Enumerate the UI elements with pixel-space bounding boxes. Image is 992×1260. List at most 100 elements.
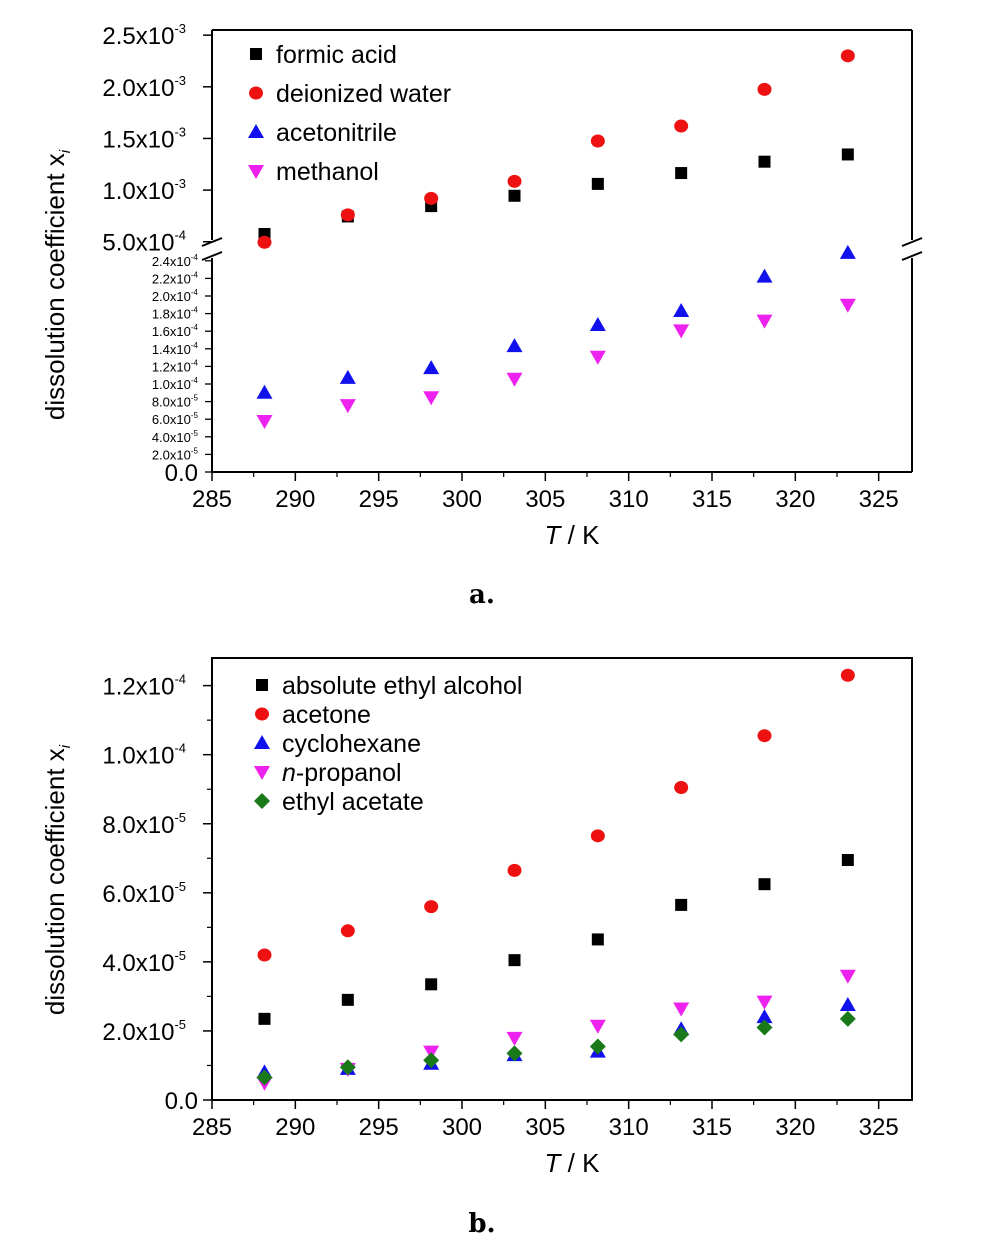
data-point — [339, 1059, 356, 1076]
data-point — [756, 1019, 773, 1036]
y-tick-label: 1.0x10-4 — [152, 376, 199, 392]
y-tick-label: 2.0x10-4 — [152, 288, 199, 304]
x-tick-label: 320 — [775, 486, 815, 513]
y-tick-label: 1.0x10-3 — [102, 176, 186, 205]
data-point — [589, 1038, 606, 1055]
chart-panel-b: 0.0 2.0x10-5 4.0x10-5 6.0x10-5 8.0x10-5 1.0x1… — [40, 657, 913, 1239]
y-tick-label: 1.8x10-4 — [152, 306, 199, 322]
data-point — [589, 317, 606, 332]
chart-panel-a: 5.0x10-4 1.0x10-3 1.5x10-3 2.0x10-3 2.5x10-3… — [40, 21, 923, 610]
x-tick-label: 325 — [859, 1114, 899, 1141]
data-point — [423, 360, 440, 375]
data-point — [674, 119, 689, 133]
y-tick-label: 2.0x10-5 — [102, 1017, 186, 1046]
y-tick-label: 2.4x10-4 — [152, 253, 199, 269]
y-tick-label: 8.0x10-5 — [152, 394, 199, 410]
data-point — [841, 854, 854, 867]
x-tick-label: 295 — [359, 1114, 399, 1141]
y-tick-label: 6.0x10-5 — [102, 879, 186, 908]
data-point — [591, 177, 604, 190]
legend-label: n-propanol — [282, 759, 402, 787]
legend-label: formic acid — [276, 41, 397, 69]
data-point — [756, 268, 773, 283]
legend-label: acetonitrile — [276, 119, 397, 147]
data-point — [339, 369, 356, 384]
x-axis-title: T / K — [545, 520, 601, 550]
data-point — [340, 924, 355, 938]
x-tick-label: 315 — [692, 1114, 732, 1141]
legend-label: ethyl acetate — [282, 788, 424, 816]
y-tick-label: 5.0x10-4 — [102, 228, 186, 257]
data-point — [425, 978, 438, 991]
data-point — [508, 954, 521, 967]
data-point — [673, 324, 690, 339]
x-tick-label: 310 — [609, 1114, 649, 1141]
legend-label: cyclohexane — [282, 730, 421, 758]
y-tick-label: 2.5x10-3 — [102, 21, 186, 50]
legend-label: deionized water — [276, 80, 451, 108]
data-point — [256, 1069, 273, 1086]
data-point — [589, 350, 606, 365]
data-point — [423, 391, 440, 406]
y-tick-label: 1.0x10-4 — [102, 741, 186, 770]
data-point — [339, 399, 356, 414]
data-point — [758, 155, 771, 168]
x-tick-label: 305 — [525, 486, 565, 513]
legend-marker — [249, 86, 263, 100]
legend-marker — [250, 48, 262, 60]
y-axis-title: dissolution coefficient xi — [40, 149, 74, 420]
y-tick-label: 6.0x10-5 — [152, 411, 199, 427]
axis-break-mark — [201, 251, 223, 261]
x-tick-label: 295 — [359, 486, 399, 513]
data-point — [507, 863, 522, 877]
x-tick-label: 300 — [442, 486, 482, 513]
data-point — [589, 1019, 606, 1034]
legend-marker — [254, 766, 270, 780]
x-tick-label: 320 — [775, 1114, 815, 1141]
y-tick-label: 1.2x10-4 — [102, 672, 186, 701]
data-point — [839, 969, 856, 984]
y-axis-title: dissolution coefficient xi — [40, 744, 74, 1015]
x-tick-label: 285 — [192, 486, 232, 513]
data-point — [756, 314, 773, 329]
data-point — [508, 189, 521, 202]
y-tick-label: 1.6x10-4 — [152, 323, 199, 339]
data-point — [256, 414, 273, 429]
legend-marker — [254, 793, 270, 809]
legend-marker — [255, 707, 269, 721]
data-point — [591, 933, 604, 946]
axis-break-mark — [901, 237, 923, 247]
data-point — [340, 208, 355, 222]
y-tick-label: 2.0x10-5 — [152, 446, 199, 462]
data-point — [674, 780, 689, 794]
data-point — [675, 898, 688, 911]
data-point — [757, 729, 772, 743]
x-tick-label: 325 — [859, 486, 899, 513]
legend-label: absolute ethyl alcohol — [282, 672, 522, 700]
data-point — [506, 372, 523, 387]
data-point — [257, 235, 272, 249]
data-point — [675, 167, 688, 180]
legend-label: acetone — [282, 701, 371, 729]
axis-break-mark — [901, 251, 923, 261]
x-tick-label: 290 — [275, 1114, 315, 1141]
legend-label: methanol — [276, 158, 379, 186]
x-axis-title: T / K — [545, 1148, 601, 1178]
legend-marker — [248, 165, 264, 179]
x-tick-label: 300 — [442, 1114, 482, 1141]
plot-frame — [211, 657, 913, 1101]
y-tick-label: 1.4x10-4 — [152, 341, 199, 357]
data-point — [423, 1052, 440, 1069]
data-point — [839, 298, 856, 313]
x-tick-label: 305 — [525, 1114, 565, 1141]
data-point — [839, 997, 856, 1012]
data-point — [506, 1031, 523, 1046]
x-tick-label: 315 — [692, 486, 732, 513]
data-point — [341, 993, 354, 1006]
data-point — [758, 878, 771, 891]
data-point — [841, 148, 854, 161]
data-point — [506, 1045, 523, 1062]
data-point — [839, 244, 856, 259]
data-point — [757, 82, 772, 96]
